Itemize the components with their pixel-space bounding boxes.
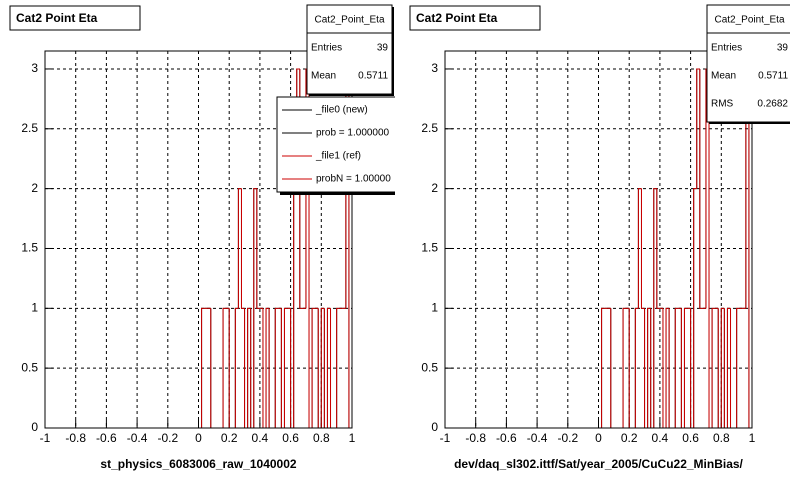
x-tick-label: -0.8 (465, 431, 486, 445)
histogram-bin (234, 307, 239, 428)
stats-label: Mean (311, 71, 336, 82)
histogram-bin (726, 307, 731, 428)
histogram-bin (247, 307, 251, 428)
stats-value: 0.5711 (758, 71, 788, 82)
title-box (9, 5, 141, 31)
histogram-bin (665, 307, 670, 428)
histogram-bin (622, 307, 627, 428)
x-tick-label: 0.4 (252, 431, 269, 445)
x-tick-label: 1 (349, 431, 356, 445)
histogram-bin (201, 307, 205, 428)
pad: -1 -0.8 -0.6 -0.4 -0.2 0 0.2 0.4 0.6 0.8 1 0 0.5 1 1.5… (409, 4, 790, 471)
histogram-bin (653, 188, 657, 428)
stats-value: 39 (777, 43, 789, 54)
y-tick-label: 0 (431, 420, 438, 434)
stats-name: Cat2_Point_Eta (314, 15, 384, 26)
histogram-bin (240, 188, 245, 309)
x-tick-label: -0.2 (157, 431, 178, 445)
y-tick-label: 2 (431, 181, 438, 195)
stats-label: RMS (711, 99, 734, 110)
pad: -1 -0.8 -0.6 -0.4 -0.2 0 0.2 0.4 0.6 0.8 1 0 0.5 1 1.5… (9, 4, 395, 471)
x-axis-label: dev/daq_sl302.ittf/Sat/year_2005/CuCu22_… (454, 457, 743, 471)
histogram-bin (647, 307, 651, 428)
histogram-bin (237, 188, 242, 309)
stats-label: Entries (311, 43, 342, 54)
legend-label: _file0 (new) (315, 105, 368, 116)
x-tick-label: -0.6 (96, 431, 117, 445)
x-tick-label: 0 (195, 431, 202, 445)
x-tick-label: -0.4 (127, 431, 148, 445)
histogram-bin (283, 307, 288, 428)
y-tick-label: 2 (31, 181, 38, 195)
stats-name: Cat2_Point_Eta (714, 15, 784, 26)
y-tick-label: 1 (431, 300, 438, 314)
x-tick-label: -0.8 (65, 431, 86, 445)
histogram-bin (253, 188, 257, 428)
histogram-bin (274, 307, 279, 428)
y-tick-label: 2.5 (21, 121, 38, 135)
stats-box (306, 4, 393, 95)
axes-box (444, 50, 753, 429)
stats-value: 39 (377, 43, 389, 54)
x-tick-label: -1 (440, 431, 451, 445)
x-tick-label: -0.6 (496, 431, 517, 445)
legend-label: prob = 1.000000 (316, 128, 390, 139)
y-tick-label: 0.5 (21, 360, 38, 374)
histogram-bin (683, 307, 688, 428)
chart-title: Cat2 Point Eta (16, 11, 98, 25)
y-tick-label: 3 (31, 61, 38, 75)
histogram-bin (674, 307, 679, 428)
stats-value: 0.2682 (757, 99, 788, 110)
title-box (409, 5, 541, 31)
y-tick-label: 0 (31, 420, 38, 434)
stats-box (706, 4, 790, 123)
axes-box (44, 50, 353, 429)
x-tick-label: 0.2 (621, 431, 638, 445)
stats-value: 0.5711 (358, 71, 388, 82)
histogram-bin (720, 307, 725, 428)
x-tick-label: 0.2 (221, 431, 238, 445)
x-tick-label: 0 (595, 431, 602, 445)
histogram-bin (656, 188, 660, 309)
legend-label: _file1 (ref) (315, 151, 361, 162)
x-tick-label: 0.6 (282, 431, 299, 445)
histogram-bin (634, 307, 639, 428)
histogram-bin (699, 68, 703, 309)
histogram-bin (711, 307, 716, 428)
histogram-bin (736, 307, 740, 428)
x-tick-label: -0.4 (527, 431, 548, 445)
histogram-bin (320, 307, 325, 428)
chart-title: Cat2 Point Eta (416, 11, 498, 25)
histogram-bin (311, 307, 316, 428)
histogram-bin (265, 307, 270, 428)
histogram-bin (696, 68, 700, 189)
x-tick-label: -0.2 (557, 431, 578, 445)
stats-label: Mean (711, 71, 736, 82)
x-tick-label: 0.4 (652, 431, 669, 445)
x-tick-label: 0.6 (682, 431, 699, 445)
y-tick-label: 1.5 (421, 241, 438, 255)
y-tick-label: 1.5 (21, 241, 38, 255)
y-tick-label: 0.5 (421, 360, 438, 374)
x-axis-label: st_physics_6083006_raw_1040002 (100, 457, 296, 471)
legend-box (276, 96, 395, 193)
histogram-bin (222, 307, 227, 428)
legend-label: probN = 1.00000 (316, 174, 391, 185)
histogram-bin (637, 188, 642, 309)
x-tick-label: 0.8 (713, 431, 730, 445)
histogram-bin (326, 307, 331, 428)
y-tick-label: 3 (431, 61, 438, 75)
y-tick-label: 2.5 (421, 121, 438, 135)
histogram-bin (693, 188, 697, 428)
y-tick-label: 1 (31, 300, 38, 314)
histogram-bin (601, 307, 605, 428)
histogram-bin (336, 307, 340, 428)
x-tick-label: 1 (749, 431, 756, 445)
x-tick-label: 0.8 (313, 431, 330, 445)
histogram-bin (640, 188, 645, 309)
x-tick-label: -1 (40, 431, 51, 445)
stats-label: Entries (711, 43, 742, 54)
histogram-bin (256, 188, 260, 309)
